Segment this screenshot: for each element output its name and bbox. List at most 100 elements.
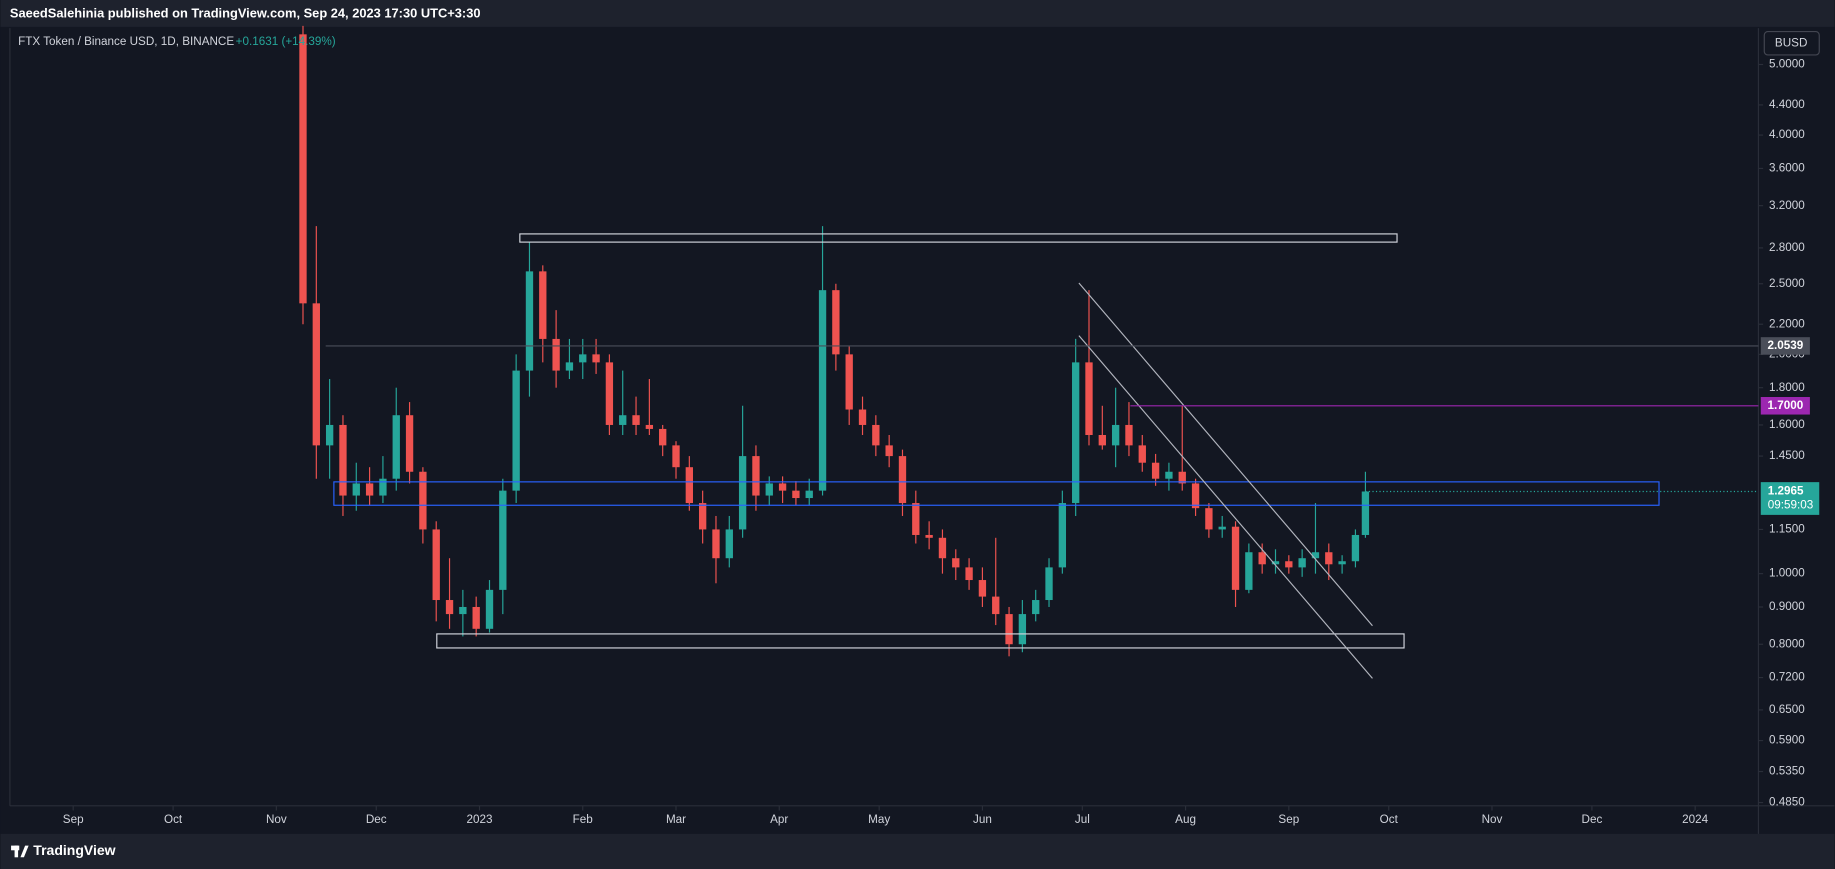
candle-body [1325, 552, 1333, 565]
candle-body [672, 445, 680, 468]
y-tick-label: 3.2000 [1769, 199, 1805, 212]
x-tick-label: Dec [366, 813, 387, 826]
x-tick-label: Dec [1582, 813, 1603, 826]
candle-body [1338, 561, 1346, 565]
y-tick-label: 4.0000 [1769, 128, 1805, 141]
candle-body [1218, 526, 1226, 530]
y-tick-label: 0.9000 [1769, 600, 1805, 613]
candle-body [525, 271, 534, 371]
candle-body [365, 483, 374, 496]
footer-bar [0, 833, 1835, 869]
x-tick-label: Feb [573, 813, 594, 826]
drawings [333, 233, 1660, 679]
trend-line [1078, 282, 1373, 627]
currency[interactable]: BUSD [1775, 36, 1807, 49]
candle-body [552, 338, 560, 371]
x-tick-label: Sep [1278, 813, 1299, 826]
y-tick-label: 5.0000 [1769, 58, 1805, 71]
price-label-box [1760, 397, 1810, 415]
pivot-zone [333, 481, 1660, 506]
candle-body [858, 409, 867, 425]
candle-body [912, 503, 920, 535]
y-tick-label: 1.6000 [1769, 418, 1805, 431]
x-tick-label: Nov [1482, 813, 1503, 826]
currency-button[interactable] [1763, 30, 1820, 56]
candle-body [1245, 552, 1253, 590]
candle-body [818, 290, 827, 491]
x-tick-label: Mar [666, 813, 686, 826]
candle-body [659, 428, 667, 446]
price-label-box [1760, 337, 1810, 355]
x-tick-label: Sep [63, 813, 84, 826]
y-tick-label: 0.8000 [1769, 637, 1805, 650]
y-tick-label: 2.2000 [1769, 317, 1805, 330]
candle-body [419, 471, 427, 530]
candle-body [445, 600, 454, 615]
y-tick-label: 2.8000 [1769, 241, 1805, 254]
publisher: SaeedSalehinia published on TradingView.… [10, 5, 481, 20]
candle-body [845, 354, 853, 410]
candle-body [1165, 471, 1173, 479]
candle-body [925, 534, 933, 538]
candle-body [952, 558, 960, 568]
candle-body [712, 529, 720, 559]
candle-body [885, 445, 893, 457]
candle-body [512, 370, 520, 491]
candle-body [325, 424, 334, 446]
x-tick-label: 2024 [1682, 813, 1709, 826]
candle-body [459, 606, 467, 615]
x-tick-label: Jul [1075, 813, 1090, 826]
candle-body [1271, 561, 1280, 565]
candle-body [565, 362, 574, 371]
candle-body [539, 271, 547, 339]
candle-body [1138, 445, 1146, 463]
last-price-box [1760, 482, 1820, 515]
symbol-title: FTX Token / Binance USD, 1D, BINANCE [18, 35, 234, 48]
candle-body [1058, 503, 1067, 568]
candle-body [312, 303, 320, 446]
x-tick-label: Apr [770, 813, 788, 826]
candle-body [978, 580, 987, 597]
candle-body [592, 354, 600, 363]
candle-body [1125, 424, 1133, 446]
countdown: 09:59:03 [1768, 499, 1814, 512]
candle-body [1361, 491, 1370, 535]
candle-body [1231, 526, 1240, 590]
candle-body [432, 529, 440, 601]
x-tick-label: Oct [1380, 813, 1399, 826]
y-tick-label: 2.5000 [1769, 277, 1805, 290]
y-tick-label: 1.1500 [1769, 523, 1805, 536]
candle-body [725, 529, 733, 559]
top-bar [0, 0, 1835, 27]
x-tick-label: Jun [973, 813, 992, 826]
candle-body [605, 362, 614, 425]
y-tick-label: 0.5350 [1769, 765, 1805, 778]
last-price-label: 1.2965 [1768, 485, 1804, 498]
candle-body [299, 34, 307, 304]
candle-body [752, 456, 760, 496]
candle-body [352, 483, 360, 496]
candle-body [1085, 362, 1093, 435]
candle-body [738, 456, 747, 530]
candle-body [1311, 552, 1320, 559]
brand: TradingView [33, 842, 115, 858]
y-tick-label: 4.4000 [1769, 98, 1805, 111]
price-label: 1.7000 [1767, 399, 1803, 412]
resistance-zone [519, 233, 1398, 243]
candle-body [632, 415, 640, 425]
candle-body [792, 490, 800, 499]
y-tick-label: 0.7200 [1769, 671, 1805, 684]
candle-body [1285, 561, 1293, 568]
candle-body [392, 415, 400, 479]
candle-body [485, 589, 494, 629]
y-tick-label: 1.4500 [1769, 449, 1805, 462]
candle-body [1191, 483, 1200, 509]
y-tick-label: 1.8000 [1769, 381, 1805, 394]
x-tick-label: May [868, 813, 890, 826]
candle-body [898, 456, 907, 504]
candle-body [405, 415, 414, 472]
candle-body [579, 354, 587, 363]
candle-body [1258, 552, 1266, 565]
